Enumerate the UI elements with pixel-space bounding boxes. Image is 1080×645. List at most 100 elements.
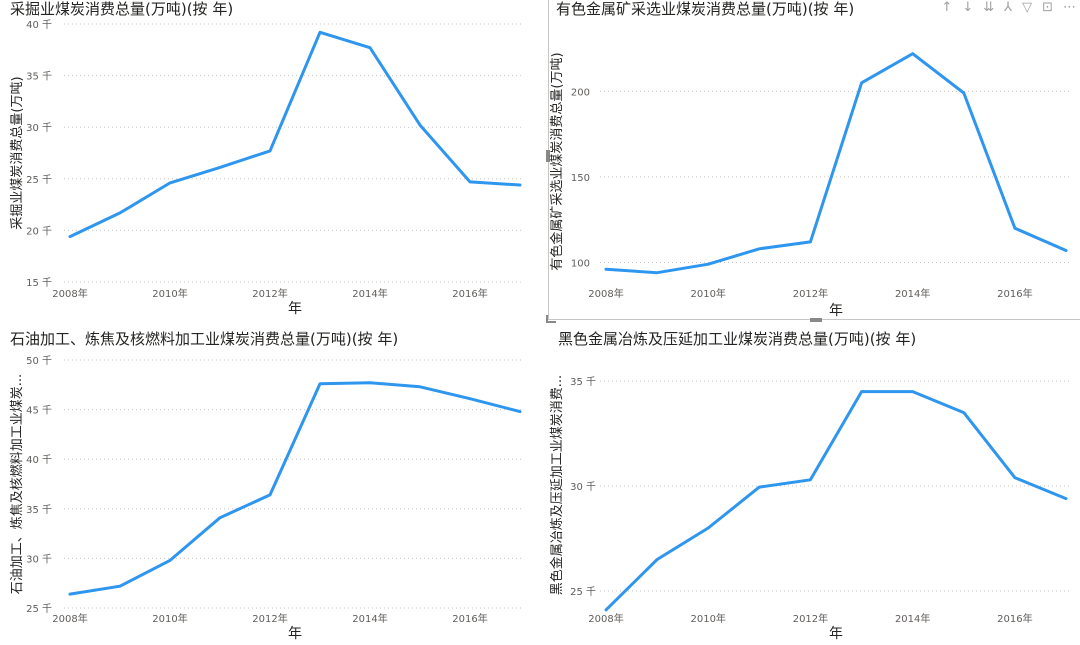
x-tick-label: 2010年 — [690, 287, 725, 300]
data-point[interactable] — [316, 380, 324, 388]
y-tick-label: 35 千 — [26, 71, 52, 83]
data-point[interactable] — [755, 483, 763, 491]
y-tick-label: 40 千 — [26, 19, 52, 31]
data-point[interactable] — [909, 388, 917, 396]
y-tick-label: 50 千 — [26, 355, 52, 367]
data-point[interactable] — [704, 524, 712, 532]
data-point[interactable] — [66, 590, 74, 598]
chart-visual-ferrous-smelting[interactable]: 黑色金属冶炼及压延加工业煤炭消费总量(万吨)(按 年) 25 千 30 千 35 千… — [548, 330, 1080, 645]
drill-down-icon[interactable]: ↓ — [962, 0, 974, 15]
y-axis-title: 石油加工、炼焦及核燃料加工业煤炭... — [9, 374, 25, 594]
data-point[interactable] — [166, 556, 174, 564]
line-chart: 15 千 20 千 25 千 30 千 35 千 40 千 2008年 2010年 2012年 2… — [10, 19, 524, 317]
series-line[interactable] — [68, 30, 522, 239]
data-point[interactable] — [858, 388, 866, 396]
data-point[interactable] — [1011, 224, 1019, 232]
data-point[interactable] — [1062, 246, 1070, 254]
y-tick-label: 30 千 — [26, 553, 52, 565]
data-point[interactable] — [653, 269, 661, 277]
data-point[interactable] — [516, 408, 524, 416]
x-tick-label: 2016年 — [997, 287, 1032, 300]
x-tick-label: 2012年 — [793, 287, 828, 300]
x-tick-label: 2012年 — [793, 612, 828, 625]
data-point[interactable] — [858, 79, 866, 87]
data-point[interactable] — [960, 89, 968, 97]
series-line[interactable] — [68, 381, 522, 596]
x-tick-label: 2008年 — [588, 612, 623, 625]
x-tick-label: 2010年 — [152, 287, 187, 300]
x-tick-label: 2016年 — [452, 612, 487, 625]
y-tick-label: 150 — [571, 173, 590, 184]
y-tick-label: 35 千 — [570, 376, 596, 388]
x-tick-label: 2010年 — [152, 612, 187, 625]
resize-handle-left[interactable] — [546, 150, 550, 162]
data-point[interactable] — [602, 606, 610, 614]
y-tick-label: 40 千 — [26, 454, 52, 466]
focus-mode-icon[interactable]: ⊡ — [1042, 0, 1053, 15]
data-point[interactable] — [316, 28, 324, 36]
data-point[interactable] — [66, 233, 74, 241]
x-tick-label: 2008年 — [52, 287, 87, 300]
x-axis-title: 年 — [288, 626, 302, 642]
data-point[interactable] — [416, 121, 424, 129]
chart-visual-nonferrous-mining[interactable]: 有色金属矿采选业煤炭消费总量(万吨)(按 年) ↑ ↓ ⇊ ⅄ ▽ ⊡ ⋯ 100 150 20… — [546, 0, 1080, 323]
resize-handle-corner[interactable] — [546, 315, 556, 323]
x-tick-label: 2014年 — [895, 612, 930, 625]
x-tick-label: 2012年 — [252, 287, 287, 300]
data-point[interactable] — [266, 147, 274, 155]
chart-visual-mining[interactable]: 采掘业煤炭消费总量(万吨)(按 年) 15 千 20 千 25 千 30 千 35 千 4… — [0, 0, 540, 320]
data-point[interactable] — [466, 178, 474, 186]
data-point[interactable] — [516, 181, 524, 189]
data-point[interactable] — [116, 582, 124, 590]
data-point[interactable] — [166, 179, 174, 187]
x-tick-label: 2008年 — [588, 287, 623, 300]
x-axis-title: 年 — [288, 301, 302, 317]
x-tick-label: 2016年 — [997, 612, 1032, 625]
y-axis-title: 有色金属矿采选业煤炭消费总量(万吨) — [549, 52, 565, 270]
data-point[interactable] — [806, 476, 814, 484]
x-tick-label: 2016年 — [452, 287, 487, 300]
series-line[interactable] — [604, 52, 1068, 275]
data-point[interactable] — [602, 265, 610, 273]
data-point[interactable] — [1011, 474, 1019, 482]
data-point[interactable] — [466, 395, 474, 403]
x-tick-label: 2014年 — [352, 612, 387, 625]
data-point[interactable] — [653, 556, 661, 564]
data-point[interactable] — [416, 383, 424, 391]
y-axis-title: 黑色金属冶炼及压延加工业煤炭消费... — [549, 375, 565, 595]
data-point[interactable] — [704, 260, 712, 268]
y-tick-label: 35 千 — [26, 504, 52, 516]
x-tick-label: 2014年 — [352, 287, 387, 300]
chart-title: 采掘业煤炭消费总量(万吨)(按 年) — [10, 0, 234, 18]
y-tick-label: 100 — [571, 258, 590, 269]
series-line[interactable] — [604, 390, 1068, 612]
chart-title: 有色金属矿采选业煤炭消费总量(万吨)(按 年) — [556, 0, 855, 18]
data-point[interactable] — [216, 514, 224, 522]
data-point[interactable] — [216, 163, 224, 171]
data-point[interactable] — [116, 209, 124, 217]
data-point[interactable] — [909, 50, 917, 58]
data-point[interactable] — [960, 409, 968, 417]
data-point[interactable] — [366, 44, 374, 52]
expand-all-icon[interactable]: ⅄ — [1004, 0, 1013, 15]
y-tick-label: 20 千 — [26, 225, 52, 237]
x-axis-title: 年 — [829, 303, 843, 319]
expand-next-level-icon[interactable]: ⇊ — [983, 0, 995, 15]
data-point[interactable] — [266, 491, 274, 499]
more-options-icon[interactable]: ⋯ — [1063, 0, 1076, 15]
drill-up-icon[interactable]: ↑ — [941, 0, 953, 15]
data-point[interactable] — [806, 238, 814, 246]
data-point[interactable] — [755, 245, 763, 253]
y-tick-label: 15 千 — [26, 277, 52, 289]
data-point[interactable] — [1062, 495, 1070, 503]
resize-handle-bottom[interactable] — [810, 318, 822, 322]
data-point[interactable] — [366, 379, 374, 387]
y-tick-label: 30 千 — [26, 122, 52, 134]
chart-visual-petroleum-coking[interactable]: 石油加工、炼焦及核燃料加工业煤炭消费总量(万吨)(按 年) 25 千 30 千 35… — [0, 330, 540, 645]
filter-icon[interactable]: ▽ — [1022, 0, 1033, 15]
y-tick-label: 25 千 — [570, 586, 596, 598]
x-tick-label: 2012年 — [252, 612, 287, 625]
x-tick-label: 2010年 — [690, 612, 725, 625]
